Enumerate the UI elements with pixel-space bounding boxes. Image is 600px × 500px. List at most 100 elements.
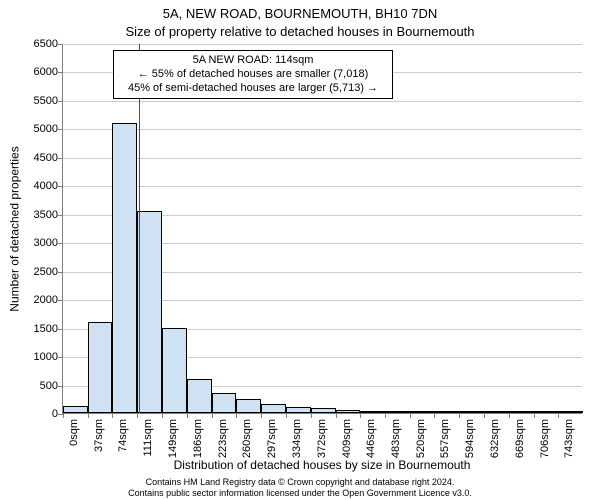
chart-subtitle: Size of property relative to detached ho… bbox=[0, 24, 600, 39]
histogram-bar bbox=[137, 211, 162, 413]
y-gridline bbox=[63, 44, 582, 45]
x-tick-mark bbox=[534, 413, 535, 418]
x-tick-label: 0sqm bbox=[68, 419, 80, 446]
x-tick-label: 483sqm bbox=[390, 419, 402, 458]
x-tick-mark bbox=[63, 413, 64, 418]
y-tick-mark bbox=[58, 329, 63, 330]
histogram-bar bbox=[558, 411, 583, 413]
x-tick-mark bbox=[311, 413, 312, 418]
histogram-bar bbox=[410, 411, 435, 413]
histogram-bar bbox=[459, 411, 484, 413]
x-tick-mark bbox=[236, 413, 237, 418]
x-tick-label: 409sqm bbox=[341, 419, 353, 458]
histogram-bar bbox=[236, 399, 261, 413]
x-tick-label: 334sqm bbox=[291, 419, 303, 458]
y-tick-label: 3500 bbox=[18, 209, 58, 221]
histogram-bar bbox=[360, 411, 385, 413]
x-tick-mark bbox=[459, 413, 460, 418]
x-tick-label: 260sqm bbox=[241, 419, 253, 458]
histogram-bar bbox=[311, 408, 336, 413]
chart-plot-area: 0sqm37sqm74sqm111sqm149sqm186sqm223sqm26… bbox=[62, 44, 582, 414]
x-tick-label: 149sqm bbox=[167, 419, 179, 458]
y-tick-label: 1000 bbox=[18, 351, 58, 363]
y-gridline bbox=[63, 129, 582, 130]
x-tick-label: 743sqm bbox=[563, 419, 575, 458]
x-tick-mark bbox=[112, 413, 113, 418]
y-tick-label: 5500 bbox=[18, 95, 58, 107]
x-tick-mark bbox=[410, 413, 411, 418]
x-tick-label: 520sqm bbox=[415, 419, 427, 458]
footer-line-1: Contains HM Land Registry data © Crown c… bbox=[0, 477, 600, 487]
y-tick-mark bbox=[58, 357, 63, 358]
y-tick-label: 6500 bbox=[18, 38, 58, 50]
x-tick-label: 632sqm bbox=[489, 419, 501, 458]
y-tick-label: 3000 bbox=[18, 237, 58, 249]
y-tick-mark bbox=[58, 272, 63, 273]
y-tick-label: 2500 bbox=[18, 266, 58, 278]
histogram-bar bbox=[162, 328, 187, 413]
histogram-bar bbox=[261, 404, 286, 413]
x-tick-label: 297sqm bbox=[266, 419, 278, 458]
y-tick-label: 0 bbox=[18, 408, 58, 420]
histogram-bar bbox=[336, 410, 361, 413]
histogram-bar bbox=[212, 393, 237, 413]
x-tick-mark bbox=[162, 413, 163, 418]
y-tick-mark bbox=[58, 300, 63, 301]
x-tick-mark bbox=[509, 413, 510, 418]
x-tick-mark bbox=[137, 413, 138, 418]
y-tick-label: 500 bbox=[18, 380, 58, 392]
x-tick-mark bbox=[434, 413, 435, 418]
histogram-bar bbox=[88, 322, 113, 413]
histogram-bar bbox=[385, 411, 410, 413]
x-axis-label: Distribution of detached houses by size … bbox=[62, 458, 582, 472]
y-gridline bbox=[63, 101, 582, 102]
y-tick-label: 6000 bbox=[18, 66, 58, 78]
y-tick-mark bbox=[58, 386, 63, 387]
y-tick-mark bbox=[58, 129, 63, 130]
chart-footer: Contains HM Land Registry data © Crown c… bbox=[0, 477, 600, 498]
x-tick-mark bbox=[558, 413, 559, 418]
x-tick-label: 372sqm bbox=[316, 419, 328, 458]
x-tick-label: 74sqm bbox=[117, 419, 129, 452]
y-tick-label: 2000 bbox=[18, 294, 58, 306]
x-tick-mark bbox=[286, 413, 287, 418]
x-tick-mark bbox=[360, 413, 361, 418]
annotation-line: 5A NEW ROAD: 114sqm bbox=[120, 54, 386, 68]
annotation-box: 5A NEW ROAD: 114sqm← 55% of detached hou… bbox=[113, 50, 393, 99]
y-tick-label: 4000 bbox=[18, 180, 58, 192]
x-tick-mark bbox=[187, 413, 188, 418]
y-tick-mark bbox=[58, 72, 63, 73]
annotation-line: 45% of semi-detached houses are larger (… bbox=[120, 82, 386, 96]
histogram-bar bbox=[187, 379, 212, 413]
y-tick-mark bbox=[58, 44, 63, 45]
x-tick-mark bbox=[88, 413, 89, 418]
histogram-bar bbox=[509, 411, 534, 413]
x-tick-label: 706sqm bbox=[539, 419, 551, 458]
y-tick-mark bbox=[58, 158, 63, 159]
x-tick-mark bbox=[484, 413, 485, 418]
histogram-bar bbox=[112, 123, 137, 413]
histogram-bar bbox=[286, 407, 311, 413]
x-tick-label: 594sqm bbox=[464, 419, 476, 458]
histogram-bar bbox=[63, 406, 88, 413]
y-gridline bbox=[63, 158, 582, 159]
histogram-bar bbox=[434, 411, 459, 413]
x-tick-mark bbox=[212, 413, 213, 418]
x-tick-label: 446sqm bbox=[365, 419, 377, 458]
x-tick-label: 37sqm bbox=[93, 419, 105, 452]
y-tick-label: 1500 bbox=[18, 323, 58, 335]
y-tick-mark bbox=[58, 215, 63, 216]
x-tick-mark bbox=[336, 413, 337, 418]
annotation-line: ← 55% of detached houses are smaller (7,… bbox=[120, 68, 386, 82]
y-gridline bbox=[63, 186, 582, 187]
reference-line bbox=[139, 44, 140, 413]
x-tick-label: 111sqm bbox=[142, 419, 154, 457]
histogram-bar bbox=[484, 411, 509, 413]
x-tick-label: 186sqm bbox=[192, 419, 204, 458]
x-tick-label: 669sqm bbox=[514, 419, 526, 458]
footer-line-2: Contains public sector information licen… bbox=[0, 488, 600, 498]
y-tick-mark bbox=[58, 243, 63, 244]
x-tick-label: 557sqm bbox=[439, 419, 451, 458]
y-tick-label: 4500 bbox=[18, 152, 58, 164]
y-tick-label: 5000 bbox=[18, 123, 58, 135]
